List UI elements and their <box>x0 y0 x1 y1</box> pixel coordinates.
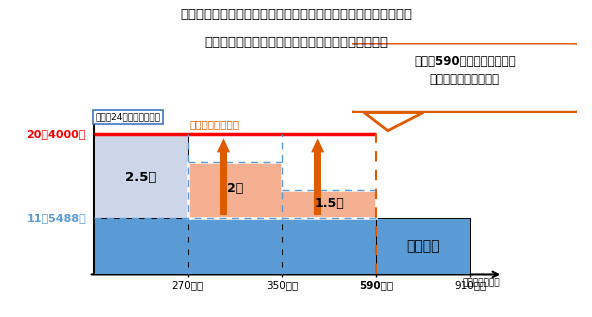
Text: 350万円: 350万円 <box>266 280 298 290</box>
Text: 引上げ後の支援額: 引上げ後の支援額 <box>189 119 240 129</box>
Text: 270万円: 270万円 <box>172 280 204 290</box>
Text: 2倍: 2倍 <box>227 183 243 196</box>
Text: （例）24単位履修の場合: （例）24単位履修の場合 <box>95 113 160 121</box>
Bar <box>282 218 376 275</box>
Text: 1.5倍: 1.5倍 <box>314 197 344 210</box>
Text: 2.5倍: 2.5倍 <box>125 171 156 184</box>
Bar <box>220 152 227 215</box>
Polygon shape <box>217 138 230 152</box>
Bar <box>282 190 376 218</box>
Polygon shape <box>364 113 423 131</box>
Text: 高等学校等就学支援金（返還不要の授業料支援）の制度改正で、: 高等学校等就学支援金（返還不要の授業料支援）の制度改正で、 <box>180 8 412 21</box>
Text: 世帯の年収目安: 世帯の年収目安 <box>463 278 500 287</box>
Text: 11万5488円: 11万5488円 <box>26 213 86 223</box>
FancyBboxPatch shape <box>346 43 584 113</box>
Bar <box>94 218 188 275</box>
Text: 私立高校等に通う生徒への支援が手厚くなります！: 私立高校等に通う生徒への支援が手厚くなります！ <box>204 36 388 49</box>
Text: 590万円: 590万円 <box>359 280 393 290</box>
Text: 910万円: 910万円 <box>454 280 487 290</box>
Bar <box>94 134 188 218</box>
Polygon shape <box>311 138 324 152</box>
Bar <box>188 218 282 275</box>
Bar <box>188 162 282 218</box>
Bar <box>314 152 321 215</box>
Text: 20万4000円: 20万4000円 <box>27 129 86 139</box>
Text: 年収約590万円未満　世帯の
上限額が上がります！: 年収約590万円未満 世帯の 上限額が上がります！ <box>414 55 516 86</box>
Bar <box>376 218 470 275</box>
Text: 加算無し: 加算無し <box>406 239 440 253</box>
